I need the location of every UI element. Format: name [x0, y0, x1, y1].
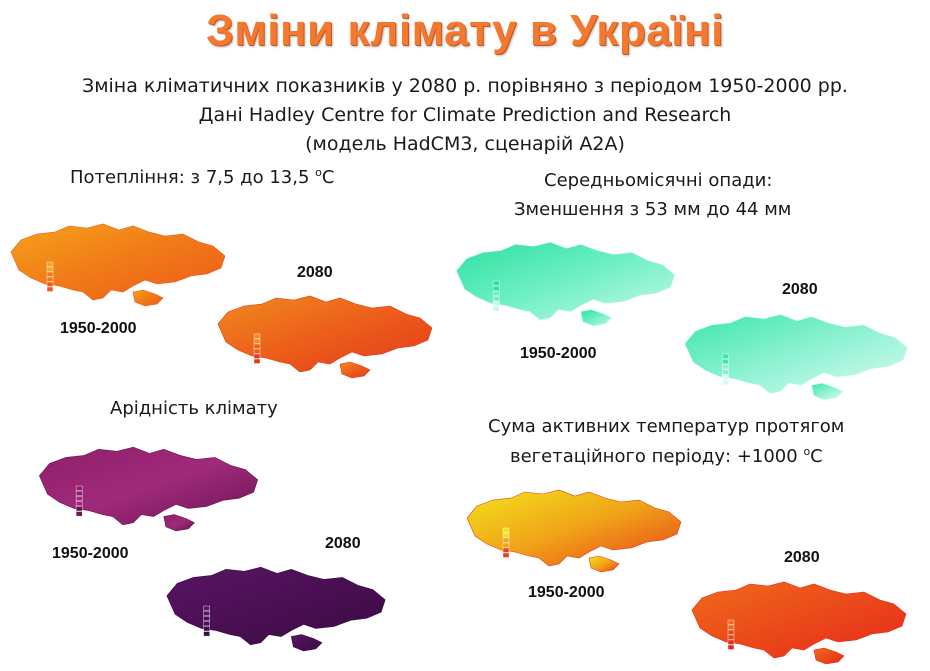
legend-swatch	[75, 511, 83, 517]
mainland-shape	[166, 566, 386, 646]
legend-swatch	[203, 605, 210, 611]
legend-swatch	[721, 353, 729, 359]
crimea-shape	[580, 309, 612, 327]
legend-swatch	[502, 527, 510, 533]
legend-swatch	[492, 280, 500, 286]
legend-swatch	[75, 506, 83, 512]
crimea-shape	[339, 361, 371, 379]
subtitle-line-3: (модель HadCM3, сценарій A2A)	[305, 133, 625, 155]
mainland-shape	[691, 581, 907, 659]
legend-swatch	[203, 615, 210, 621]
legend-swatch	[253, 333, 261, 339]
map-warming-2080	[217, 295, 433, 379]
map-aridity-1950-2000	[39, 446, 259, 532]
active-temps-year-future: 2080	[784, 549, 820, 566]
warming-label: Потепління: з 7,5 до 13,5 oC	[70, 166, 334, 188]
warming-unit: C	[321, 167, 335, 188]
active-temps-year-past: 1950-2000	[528, 584, 605, 601]
legend-swatch	[502, 547, 510, 553]
precip-label-line2: Зменшення з 53 мм до 44 мм	[514, 199, 792, 220]
precip-year-future: 2080	[782, 281, 818, 298]
precip-year-past: 1950-2000	[520, 345, 597, 362]
legend-swatch	[253, 358, 261, 364]
map-aridity-2080	[166, 566, 386, 652]
legend-swatch	[46, 276, 54, 282]
legend-swatch	[492, 290, 500, 296]
slide-title: Зміни клімату в Україні	[206, 6, 724, 55]
active-temps-label-text: вегетаційного періоду: +1000	[510, 446, 804, 467]
legend-swatch	[727, 629, 735, 635]
crimea-shape	[588, 555, 620, 573]
legend-swatch	[727, 639, 735, 645]
map-active-temps-1950-2000	[466, 489, 682, 573]
map-precip-1950-2000	[456, 241, 676, 327]
legend-swatch	[492, 306, 500, 312]
active-temps-label-line2: вегетаційного періоду: +1000 oC	[510, 445, 823, 467]
map-active-temps-2080	[691, 581, 907, 665]
legend-swatch	[253, 353, 261, 359]
map-warming-1950-2000	[10, 223, 226, 307]
legend-swatch	[46, 266, 54, 272]
legend-swatch	[727, 634, 735, 640]
legend-swatch	[721, 364, 729, 370]
crimea-shape	[132, 289, 164, 307]
legend-swatch	[203, 631, 210, 637]
crimea-shape	[811, 382, 844, 401]
legend-swatch	[75, 495, 83, 501]
legend-swatch	[721, 374, 729, 380]
legend-swatch	[727, 644, 735, 650]
legend-swatch	[492, 296, 500, 302]
mainland-shape	[39, 446, 259, 526]
legend-swatch	[721, 369, 729, 375]
mainland-shape	[456, 241, 676, 321]
subtitle-line-1: Зміна кліматичних показників у 2080 р. п…	[82, 75, 848, 97]
mainland-shape	[466, 489, 682, 567]
legend-swatch	[721, 379, 729, 385]
legend-swatch	[502, 542, 510, 548]
legend-swatch	[46, 286, 54, 292]
crimea-shape	[813, 647, 845, 665]
subtitle-line-2: Дані Hadley Centre for Climate Predictio…	[198, 104, 732, 126]
crimea-shape	[163, 514, 195, 532]
legend-swatch	[75, 501, 83, 507]
crimea-shape	[290, 634, 323, 652]
precip-label-line1: Середньомісячні опади:	[544, 170, 773, 191]
legend-swatch	[721, 358, 729, 365]
warming-year-past: 1950-2000	[60, 320, 137, 337]
map-precip-2080	[684, 314, 908, 401]
legend-swatch	[502, 552, 510, 558]
legend-swatch	[492, 301, 500, 307]
legend-swatch	[203, 626, 210, 632]
active-temps-label-line1: Сума активних температур протягом	[488, 416, 845, 437]
aridity-year-future: 2080	[325, 535, 361, 552]
mainland-shape	[217, 295, 433, 373]
aridity-label: Арідність клімату	[110, 398, 278, 419]
mainland-shape	[684, 314, 908, 394]
aridity-year-past: 1950-2000	[52, 545, 129, 562]
legend-swatch	[46, 271, 54, 277]
active-temps-unit: C	[810, 446, 823, 467]
legend-swatch	[727, 619, 735, 625]
legend-swatch	[75, 485, 83, 491]
warming-unit-degree: o	[315, 166, 322, 179]
legend-swatch	[253, 343, 261, 349]
mainland-shape	[10, 223, 226, 301]
warming-year-future: 2080	[297, 264, 333, 281]
legend-swatch	[203, 610, 210, 616]
legend-swatch	[502, 532, 510, 538]
warming-label-text: Потепління: з 7,5 до 13,5	[70, 167, 316, 188]
legend-swatch	[46, 261, 54, 267]
legend-swatch	[727, 624, 735, 630]
legend-swatch	[203, 621, 210, 627]
legend-swatch	[502, 537, 510, 543]
legend-swatch	[75, 490, 83, 496]
active-temps-unit-degree: o	[803, 445, 811, 458]
legend-swatch	[46, 281, 54, 287]
legend-swatch	[253, 348, 261, 354]
legend-swatch	[253, 338, 261, 344]
legend-swatch	[492, 285, 500, 291]
